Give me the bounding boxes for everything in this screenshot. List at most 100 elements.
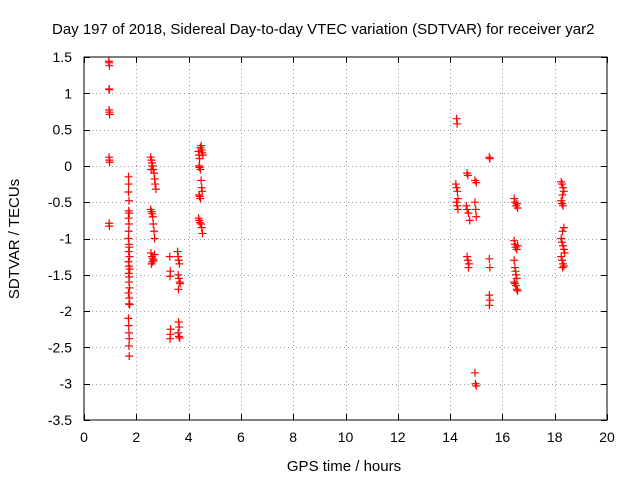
data-point — [125, 352, 134, 361]
data-point — [472, 212, 481, 221]
data-point — [463, 169, 472, 178]
data-point — [105, 110, 114, 119]
data-point — [463, 256, 472, 265]
data-point — [124, 247, 133, 256]
data-point — [148, 212, 157, 221]
data-point — [559, 183, 568, 192]
data-point — [124, 314, 133, 323]
data-point — [147, 165, 156, 174]
data-point — [174, 332, 183, 341]
data-point — [511, 281, 520, 290]
data-points — [104, 57, 569, 390]
data-point — [485, 263, 494, 272]
data-point — [150, 250, 159, 259]
data-point — [124, 341, 133, 350]
data-point — [197, 223, 206, 232]
data-point — [175, 333, 184, 342]
y-tick-label: 0 — [64, 158, 72, 174]
data-point — [453, 194, 462, 203]
x-tick-label: 6 — [237, 429, 245, 445]
data-point — [464, 209, 473, 218]
data-point — [166, 272, 175, 281]
data-point — [513, 241, 522, 250]
data-point — [558, 263, 567, 272]
data-point — [151, 185, 160, 194]
data-point — [174, 270, 183, 279]
data-point — [510, 279, 519, 288]
data-point — [195, 216, 204, 225]
data-point — [511, 201, 520, 210]
data-point — [197, 176, 206, 185]
data-point — [472, 381, 481, 390]
data-point — [511, 270, 520, 279]
data-point — [195, 163, 204, 172]
data-point — [463, 205, 472, 214]
data-point — [146, 249, 155, 258]
data-point — [560, 249, 569, 258]
data-point — [105, 158, 114, 167]
data-point — [510, 278, 519, 287]
x-tick-label: 16 — [495, 429, 511, 445]
data-point — [557, 234, 566, 243]
data-point — [510, 194, 519, 203]
data-point — [453, 201, 462, 210]
data-point — [472, 178, 481, 187]
data-point — [512, 245, 521, 254]
data-point — [146, 205, 155, 214]
data-point — [510, 256, 519, 265]
data-point — [195, 218, 204, 227]
data-point — [198, 151, 207, 160]
data-point — [558, 180, 567, 189]
data-point — [105, 222, 114, 231]
data-point — [125, 264, 134, 273]
data-point — [559, 241, 568, 250]
y-tick-label: 1 — [64, 85, 72, 101]
plot-frame — [83, 56, 608, 421]
data-point — [105, 61, 114, 70]
data-point — [559, 262, 568, 271]
data-point — [512, 285, 521, 294]
data-point — [453, 187, 462, 196]
axis-ticks: 0 2 4 6 8 10 12 14 16 18 20 1.5 1 0.5 0 -0.5 -1 -1.5 -2 -2.… — [48, 49, 615, 445]
data-point — [150, 234, 159, 243]
data-point — [174, 328, 183, 337]
y-tick-label: -0.5 — [48, 194, 72, 210]
data-point — [465, 216, 474, 225]
data-point — [124, 180, 133, 189]
data-point — [471, 205, 480, 214]
data-point — [485, 254, 494, 263]
data-point — [513, 204, 522, 213]
y-tick-label: 1.5 — [53, 49, 73, 65]
x-tick-label: 14 — [442, 429, 458, 445]
data-point — [557, 177, 566, 186]
data-point — [124, 219, 133, 228]
data-point — [124, 321, 133, 330]
chart-title: Day 197 of 2018, Sidereal Day-to-day VTE… — [52, 21, 594, 38]
data-point — [513, 286, 522, 295]
data-point — [452, 183, 461, 192]
data-point — [558, 238, 567, 247]
data-point — [125, 252, 134, 261]
y-axis-label: SDTVAR / TECUs — [6, 179, 23, 299]
data-point — [558, 256, 567, 265]
data-point — [124, 172, 133, 181]
x-axis-label: GPS time / hours — [287, 458, 401, 475]
data-point — [165, 252, 174, 261]
data-point — [510, 236, 519, 245]
data-point — [196, 143, 205, 152]
x-tick-label: 0 — [80, 429, 88, 445]
data-point — [176, 279, 185, 288]
x-tick-label: 20 — [599, 429, 615, 445]
data-point — [151, 180, 160, 189]
data-point — [471, 379, 480, 388]
data-point — [558, 227, 567, 236]
data-point — [470, 198, 479, 207]
data-point — [174, 274, 183, 283]
x-tick-label: 4 — [185, 429, 193, 445]
data-point — [559, 245, 568, 254]
data-point — [451, 180, 460, 189]
x-tick-label: 18 — [547, 429, 563, 445]
data-point — [470, 176, 479, 185]
data-point — [485, 301, 494, 310]
x-tick-label: 8 — [289, 429, 297, 445]
